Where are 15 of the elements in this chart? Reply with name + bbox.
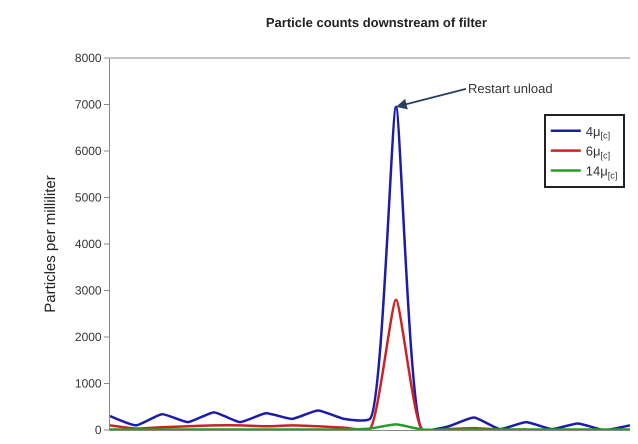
y-tick-label: 2000 [74, 330, 102, 344]
y-axis-title: Particles per milliliter [42, 175, 60, 313]
y-tick-label: 8000 [74, 51, 102, 66]
y-tick-label: 3000 [74, 284, 102, 298]
y-tick-label: 7000 [74, 98, 102, 112]
chart-title: Particle counts downstream of filter [266, 14, 487, 30]
legend-label: 14μ$_{[c]}$ [586, 164, 618, 180]
legend-label: 6μ$_{[c]}$ [586, 144, 610, 160]
y-tick-label: 0 [94, 423, 102, 438]
y-tick-label: 4000 [74, 237, 102, 252]
legend-label: 4μ$_{[c]}$ [586, 124, 610, 141]
annotation: Restart unload [468, 81, 553, 96]
y-tick-label: 1000 [74, 376, 102, 391]
y-tick-label: 5000 [74, 190, 102, 205]
y-tick-label: 6000 [74, 144, 102, 158]
